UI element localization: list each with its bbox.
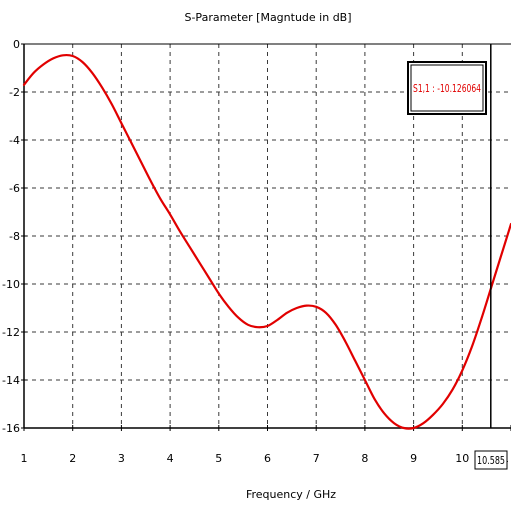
series-line-s11	[22, 53, 511, 430]
marker-layer[interactable]: S1,1 : -10.126064 10.585	[407, 44, 508, 470]
chart-title: S-Parameter [Magntude in dB]	[184, 11, 351, 24]
x-tick-label: 6	[264, 452, 271, 465]
y-tick-label: -2	[9, 86, 20, 99]
y-tick-label: -16	[2, 422, 20, 435]
y-tick-label: 0	[13, 38, 20, 51]
axes	[21, 43, 511, 431]
x-tick-label: 8	[361, 452, 368, 465]
x-tick-label: 9	[410, 452, 417, 465]
y-tick-label: -4	[9, 134, 20, 147]
marker-x-readout-box	[474, 450, 508, 470]
x-tick-label: 10	[455, 452, 469, 465]
marker-value-label: S1,1 : -10.126064	[413, 82, 481, 95]
y-tick-label: -10	[2, 278, 20, 291]
tick-labels: 0-2-4-6-8-10-12-14-16123456789101	[2, 38, 509, 465]
x-tick-label: 5	[215, 452, 222, 465]
y-tick-label: -8	[9, 230, 20, 243]
x-tick-label: 3	[118, 452, 125, 465]
series-layer	[22, 53, 511, 430]
y-tick-label: -14	[2, 374, 20, 387]
y-tick-label: -12	[2, 326, 20, 339]
y-tick-label: -6	[9, 182, 20, 195]
x-tick-label: 2	[69, 452, 76, 465]
marker-x-readout: 10.585	[477, 454, 505, 467]
marker-value-box-inner	[410, 64, 484, 112]
x-tick-label: 1	[21, 452, 28, 465]
x-tick-label: 4	[167, 452, 174, 465]
x-axis-title: Frequency / GHz	[246, 488, 336, 501]
grid	[24, 44, 511, 428]
x-tick-label: 7	[313, 452, 320, 465]
marker-value-box[interactable]	[407, 61, 487, 115]
